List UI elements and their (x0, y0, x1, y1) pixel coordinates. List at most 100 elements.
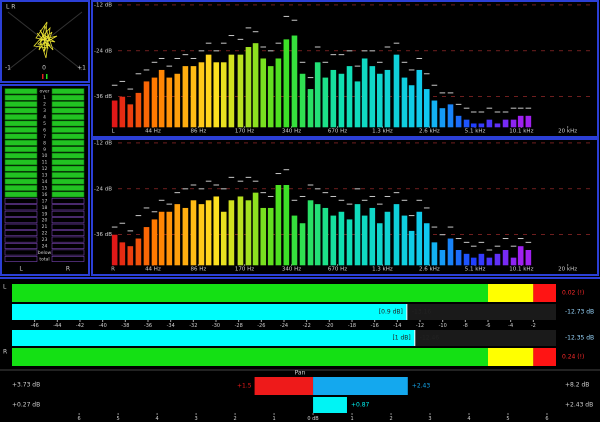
spectrum-bar (447, 238, 454, 266)
meter-cell (51, 94, 85, 101)
y-tick-label: -24 dB (94, 48, 112, 54)
meter-cell (4, 243, 38, 249)
scale-label: -8 (463, 323, 468, 329)
spectrum-bar (439, 250, 446, 266)
meter-row-label: total (39, 256, 49, 262)
scale-label: -10 (439, 323, 447, 329)
x-tick-label: 10.1 kHz (509, 129, 533, 135)
meter-cell (4, 165, 38, 172)
meter-cell (4, 249, 38, 256)
meter-row-label: 17 (42, 198, 48, 204)
spectrum-bar (361, 215, 368, 266)
scale-label: -42 (76, 323, 84, 329)
spectrum-bar (416, 69, 423, 128)
spectrum-bar (291, 215, 298, 266)
meter-cell (51, 107, 85, 114)
meter-row-label: 22 (42, 231, 48, 237)
x-tick-label: 170 Hz (235, 267, 254, 273)
spectrum-bar (431, 100, 438, 128)
spectrum-bar (478, 123, 485, 128)
pan-title: Pan (295, 370, 306, 377)
spectrum-bar (220, 62, 227, 128)
pan-left-label: +0.27 dB (12, 402, 40, 409)
spectrum-bar (314, 204, 321, 266)
meter-cell (4, 88, 38, 95)
spectrum-bar (245, 200, 252, 266)
peak-label: 0.02 (!) (562, 290, 584, 297)
spectrum-bar (338, 211, 345, 266)
spectrum-bar (299, 223, 306, 266)
spectrum-bar (463, 253, 470, 266)
meter-cell (4, 159, 38, 166)
meter-cell (4, 120, 38, 127)
spectrum-bar (455, 115, 462, 128)
meter-cell (51, 249, 85, 256)
meter-cell (4, 204, 38, 211)
pan-tick-label: 3 (195, 416, 198, 422)
spectrum-bar (275, 58, 282, 128)
y-tick-label: -24 dB (94, 186, 112, 192)
spectrum-bar (431, 242, 438, 266)
pan-tick-label: 1 (350, 416, 353, 422)
meter-cell (51, 223, 85, 230)
meter-cell (4, 94, 38, 101)
spectrum-bar (354, 81, 361, 128)
spectrum-bar (486, 119, 493, 128)
spectrum-bar (198, 62, 205, 128)
spectrum-bar (260, 207, 267, 266)
spectrum-bar (182, 207, 189, 266)
spectrum-bar (384, 69, 391, 128)
spectrum-bar (346, 66, 353, 128)
spectrum-bar (322, 77, 329, 128)
spectrum-bar (502, 119, 509, 128)
spectrum-bar (423, 89, 430, 128)
pan-tick-label: 3 (428, 416, 431, 422)
pan-tick-label: 4 (156, 416, 159, 422)
spectrum-bar (151, 77, 158, 128)
scale-label: -4 (508, 323, 513, 329)
y-tick-label: -12 dB (94, 2, 112, 8)
spectrum-bar (470, 123, 477, 128)
meter-cell (4, 127, 38, 133)
peak-segment (488, 348, 534, 366)
meter-row-label: 4 (43, 115, 46, 121)
peak-segment (533, 284, 556, 302)
spectrum-bar (470, 257, 477, 266)
spectrum-bar (111, 234, 118, 266)
vectorscope: L R -1 0 +1 (5, 4, 86, 79)
scale-label: -32 (189, 323, 197, 329)
spectrum-bar (220, 211, 227, 266)
meter-row-label: 2 (43, 102, 46, 108)
meter-cell (51, 114, 85, 120)
spectrum-bar (151, 219, 158, 266)
scale-label: -38 (121, 323, 129, 329)
spectrum-bar (127, 246, 134, 266)
meter-cell (4, 255, 38, 262)
spectrum-bar (111, 100, 118, 128)
meter-cell (4, 133, 38, 140)
spectrum-bar (439, 108, 446, 128)
meter-row-label: 20 (42, 218, 48, 224)
spectrum-bar (346, 219, 353, 266)
scale-label: -22 (303, 323, 311, 329)
spectrum-bar (143, 227, 150, 266)
y-tick-label: -36 dB (94, 232, 112, 238)
spectrum-bar (494, 123, 501, 128)
rms-bar (12, 330, 415, 346)
meter-row-label: 14 (42, 179, 48, 185)
meter-cell (4, 178, 38, 185)
spectrum-bar (393, 204, 400, 266)
spectrum-bar (190, 66, 197, 128)
meter-cell (51, 152, 85, 159)
meter-cell (4, 191, 38, 198)
spectrum-bar (283, 39, 290, 128)
pan-right-label: +8.2 dB (565, 382, 589, 389)
spectrum-bar (376, 73, 383, 128)
spectrum-bar (525, 115, 532, 128)
spectrum-bar (205, 54, 212, 128)
meter-cell (51, 127, 85, 133)
meter-cell (51, 230, 85, 237)
meter-cell (51, 120, 85, 127)
pan-tick-label: 6 (545, 416, 548, 422)
meter-cell (51, 236, 85, 243)
